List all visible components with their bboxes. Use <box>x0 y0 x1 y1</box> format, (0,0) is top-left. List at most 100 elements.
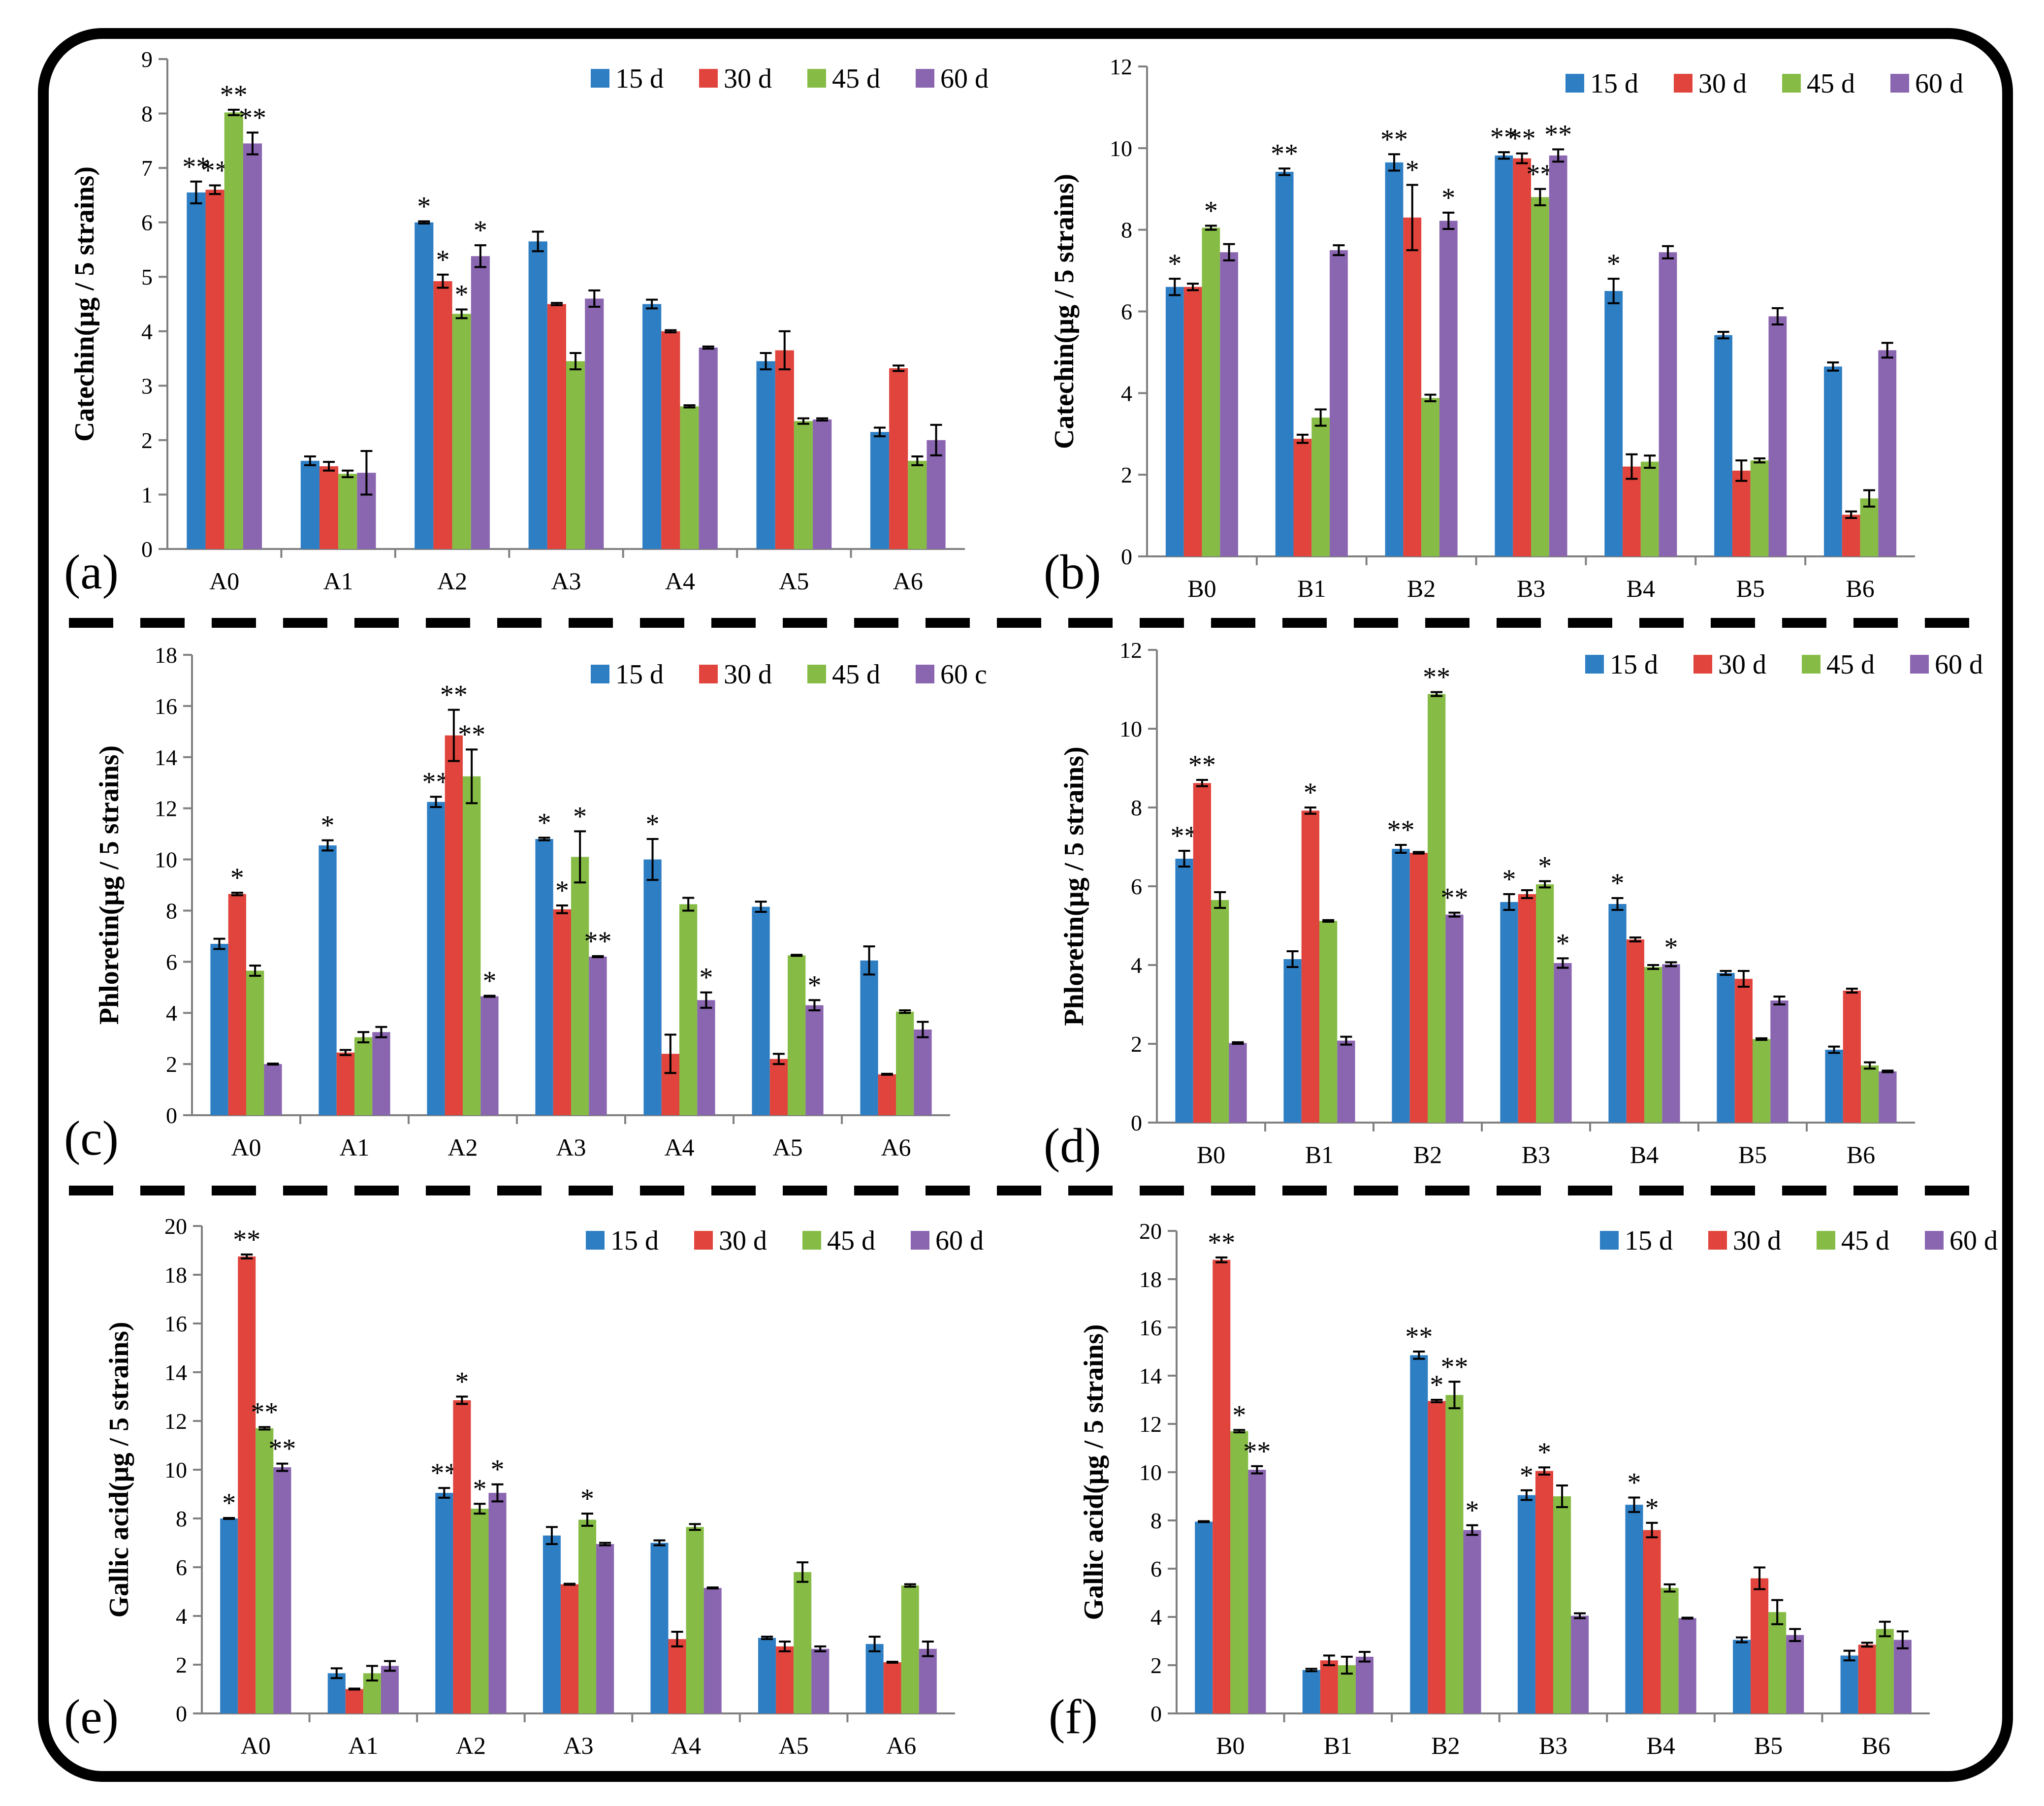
y-tick-label: 8 <box>1121 218 1132 243</box>
bar <box>238 1256 256 1713</box>
x-tick-label: B0 <box>1197 1141 1225 1168</box>
bar <box>860 960 878 1115</box>
x-tick-label: A4 <box>664 1133 694 1161</box>
significance-mark: ** <box>1380 124 1408 155</box>
bar <box>1445 914 1464 1123</box>
x-tick-label: A6 <box>893 567 923 595</box>
legend-swatch <box>1890 74 1909 93</box>
x-tick-label: B1 <box>1324 1732 1352 1759</box>
y-tick-label: 2 <box>166 1052 177 1077</box>
bar <box>1248 1470 1266 1713</box>
bar <box>1549 155 1567 557</box>
bar <box>589 956 607 1115</box>
bar <box>794 1572 812 1713</box>
bar <box>1768 1612 1787 1713</box>
x-tick-label: A2 <box>447 1133 478 1161</box>
significance-mark: ** <box>1440 1352 1468 1382</box>
bar <box>1392 849 1410 1123</box>
significance-mark: ** <box>458 719 485 750</box>
bar <box>1717 973 1735 1123</box>
bar <box>1213 1259 1231 1713</box>
bar <box>471 256 490 549</box>
bar <box>686 1527 704 1713</box>
legend-swatch <box>1674 74 1693 93</box>
bar <box>896 1011 914 1115</box>
significance-mark: * <box>1441 183 1455 213</box>
bar <box>205 190 224 549</box>
x-tick-label: B6 <box>1846 575 1874 602</box>
significance-mark: * <box>807 970 821 1000</box>
bar <box>1734 979 1753 1123</box>
legend-swatch <box>916 69 934 88</box>
y-tick-label: 8 <box>1150 1508 1162 1533</box>
y-tick-label: 14 <box>164 1360 187 1385</box>
y-tick-label: 8 <box>141 101 153 127</box>
bar <box>1403 217 1422 557</box>
bar <box>300 460 319 549</box>
bar <box>1301 810 1319 1123</box>
bar <box>870 432 890 549</box>
bar <box>1293 439 1312 556</box>
bar <box>427 802 445 1115</box>
legend-label: 60 d <box>1915 68 1963 99</box>
bar <box>1554 963 1572 1123</box>
y-axis-label: Gallic acid(μg / 5 strains) <box>104 1322 134 1617</box>
bar <box>1211 900 1229 1123</box>
legend-label: 15 d <box>615 64 664 94</box>
bar <box>1517 1495 1535 1713</box>
legend-swatch <box>807 69 826 88</box>
significance-mark: * <box>1168 249 1182 279</box>
bar <box>1678 1618 1696 1713</box>
bar <box>1879 1071 1897 1123</box>
y-tick-label: 3 <box>141 373 153 398</box>
y-tick-label: 6 <box>141 210 153 235</box>
bar <box>1662 964 1680 1123</box>
legend-label: 30 d <box>1718 649 1766 680</box>
bar <box>1604 291 1623 556</box>
x-tick-label: A4 <box>665 567 695 595</box>
bar <box>535 839 553 1115</box>
bar <box>560 1584 578 1713</box>
bar <box>813 419 832 549</box>
legend-label: 30 d <box>1733 1226 1781 1256</box>
y-tick-label: 0 <box>1131 1110 1142 1135</box>
bar <box>1302 1670 1320 1713</box>
y-tick-label: 12 <box>164 1409 187 1434</box>
bar <box>338 474 357 549</box>
bar <box>354 1037 373 1115</box>
x-tick-label: A2 <box>437 567 467 595</box>
significance-mark: ** <box>201 155 229 186</box>
bar <box>553 909 571 1115</box>
legend-swatch <box>591 665 609 683</box>
bar <box>661 331 680 549</box>
x-tick-label: B6 <box>1847 1141 1875 1168</box>
bar <box>1770 1000 1788 1123</box>
y-axis-label: Catechin(μg / 5 strains) <box>69 166 100 442</box>
y-tick-label: 12 <box>155 796 177 821</box>
bar <box>865 1644 884 1713</box>
significance-mark: ** <box>440 680 468 710</box>
bar <box>1500 902 1518 1123</box>
legend-swatch <box>1565 74 1584 93</box>
legend-label: 15 d <box>1625 1226 1673 1256</box>
bar <box>228 894 246 1115</box>
y-tick-label: 10 <box>155 847 177 872</box>
y-tick-label: 12 <box>1119 638 1142 663</box>
legend-label: 45 d <box>1841 1226 1889 1256</box>
y-tick-label: 8 <box>1131 795 1142 820</box>
significance-mark: ** <box>268 1434 296 1464</box>
bar <box>679 904 698 1115</box>
y-tick-label: 18 <box>164 1262 187 1288</box>
y-tick-label: 2 <box>1121 462 1132 487</box>
chart-panel-e: 0 2 4 6 8 10 12 14 16 18 20 Gallic acid(μg / 5 stra… <box>64 1214 984 1759</box>
bar <box>1531 197 1549 556</box>
legend-swatch <box>916 665 934 683</box>
y-tick-label: 0 <box>166 1103 177 1128</box>
bar <box>788 955 806 1115</box>
bar <box>452 314 471 549</box>
bar <box>878 1074 896 1115</box>
legend-swatch <box>1782 74 1801 93</box>
legend-swatch <box>591 69 609 88</box>
